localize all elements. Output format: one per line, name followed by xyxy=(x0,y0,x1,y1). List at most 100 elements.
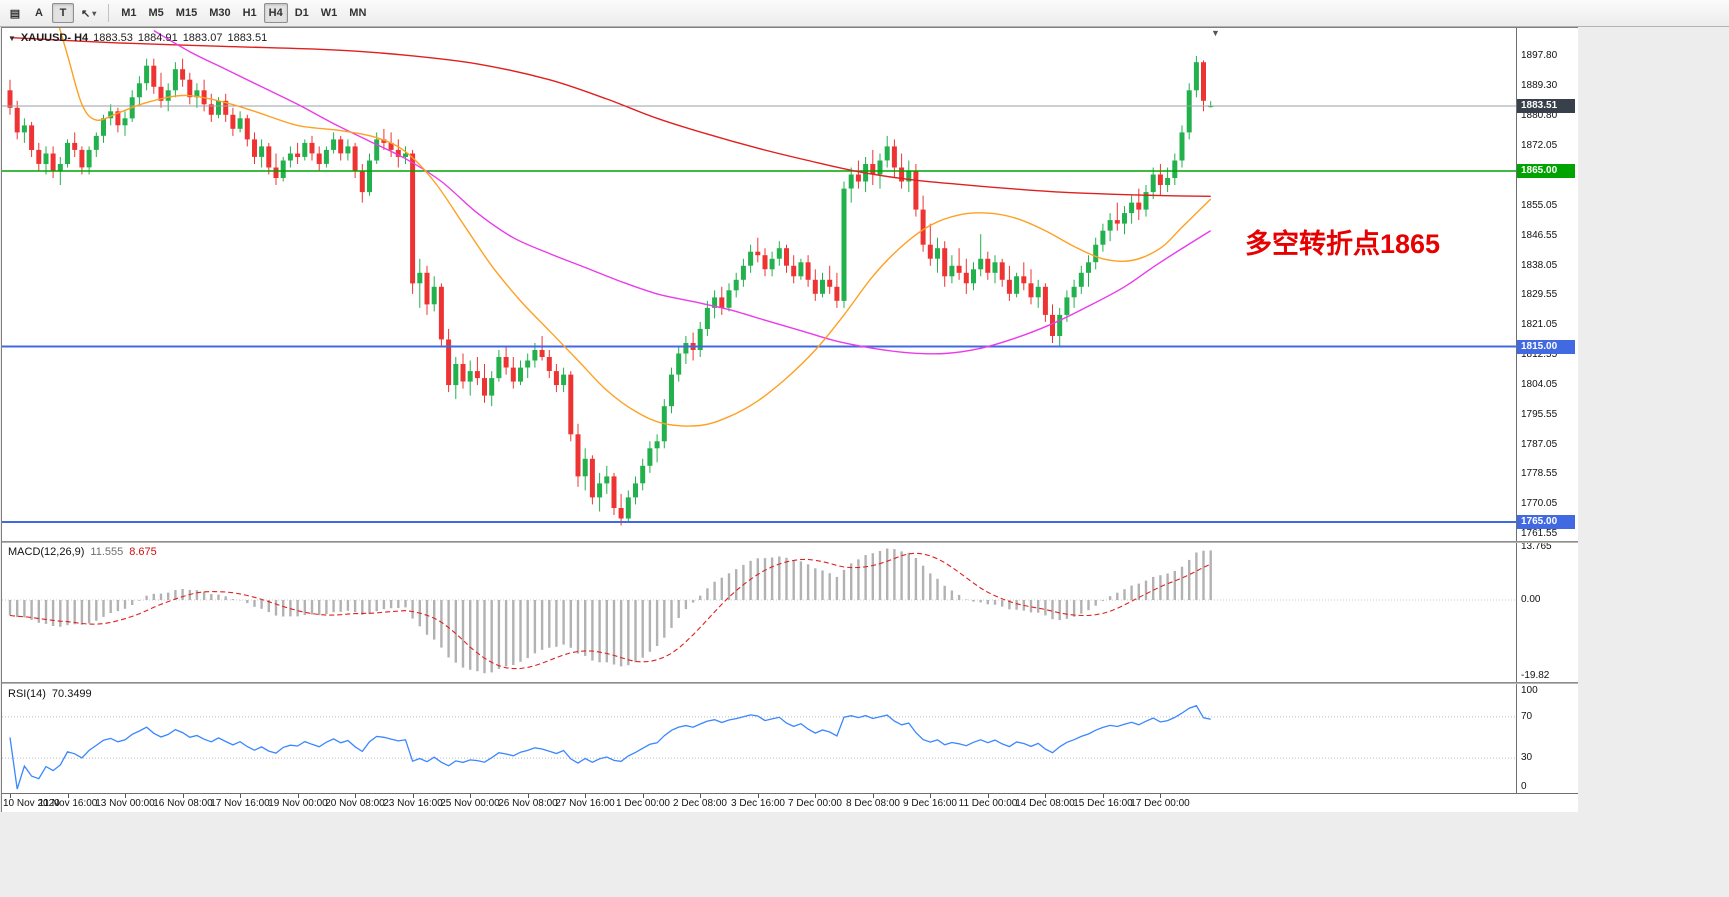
timeframe-button-d1[interactable]: D1 xyxy=(290,3,314,23)
macd-value: 11.555 xyxy=(90,546,124,558)
time-axis-label: 11 Nov 16:00 xyxy=(38,798,98,809)
macd-name: MACD(12,26,9) xyxy=(8,546,85,558)
pane-splitter-rsi[interactable] xyxy=(2,682,1578,684)
price-axis-label: 1761.55 xyxy=(1521,528,1558,539)
time-axis-tick xyxy=(585,794,586,798)
price-axis-label: 1829.55 xyxy=(1521,289,1558,300)
chart-annotation-text: 多空转折点1865 xyxy=(1245,229,1441,259)
timeframe-button-m1[interactable]: M1 xyxy=(116,3,141,23)
timeframe-button-h4[interactable]: H4 xyxy=(263,3,288,23)
time-axis-label: 26 Nov 08:00 xyxy=(498,798,558,809)
high-value: 1884.91 xyxy=(137,32,178,44)
time-axis-tick xyxy=(988,794,989,798)
time-axis-tick xyxy=(240,794,241,798)
time-axis-label: 25 Nov 00:00 xyxy=(440,798,500,809)
arrow-tool-icon: ↖ xyxy=(81,7,91,20)
text-tool-button[interactable]: T xyxy=(52,3,74,23)
time-axis-tick xyxy=(643,794,644,798)
time-axis-tick xyxy=(873,794,874,798)
time-axis-tick xyxy=(125,794,126,798)
open-value: 1883.53 xyxy=(93,32,133,44)
time-axis-label: 16 Nov 08:00 xyxy=(153,798,213,809)
pane-splitter-macd[interactable] xyxy=(2,541,1578,543)
rsi-axis-label: 0 xyxy=(1521,781,1527,792)
timeframe-button-m5[interactable]: M5 xyxy=(144,3,169,23)
annotation-tool-button[interactable]: A xyxy=(28,3,50,23)
rsi-indicator-label: RSI(14) 70.3499 xyxy=(8,688,92,700)
time-axis-tick xyxy=(68,794,69,798)
time-axis-label: 2 Dec 08:00 xyxy=(673,798,727,809)
close-value: 1883.51 xyxy=(227,32,268,44)
time-axis-label: 23 Nov 16:00 xyxy=(383,798,443,809)
macd-indicator-label: MACD(12,26,9) 11.555 8.675 xyxy=(8,546,157,558)
rsi-axis-label: 70 xyxy=(1521,711,1533,722)
price-axis-label: 1897.80 xyxy=(1521,50,1558,61)
time-axis-tick xyxy=(10,794,11,798)
charts-list-button[interactable]: ▤ xyxy=(4,3,26,23)
time-axis-label: 19 Nov 00:00 xyxy=(268,798,328,809)
price-axis-label: 1889.30 xyxy=(1521,80,1558,91)
chart-ohlc-title: ▼ XAUUSD- H4 1883.53 1884.91 1883.07 188… xyxy=(8,32,267,44)
price-axis-label: 1795.55 xyxy=(1521,409,1558,420)
support-line-1815-badge: 1815.00 xyxy=(1517,340,1575,354)
rsi-name: RSI(14) xyxy=(8,688,46,700)
chevron-down-icon: ▾ xyxy=(92,8,97,18)
timeframe-button-mn[interactable]: MN xyxy=(344,3,371,23)
rsi-axis-label: 100 xyxy=(1521,685,1538,696)
ma-fast-orange xyxy=(58,28,1212,427)
time-axis-label: 20 Nov 08:00 xyxy=(325,798,385,809)
chart-background xyxy=(1,27,1578,812)
time-axis-tick xyxy=(413,794,414,798)
timeframe-button-m15[interactable]: M15 xyxy=(171,3,202,23)
price-axis-label: 1770.05 xyxy=(1521,498,1558,509)
ma-slow-red xyxy=(9,36,1211,197)
time-axis-label: 27 Nov 16:00 xyxy=(555,798,615,809)
ma-mid-magenta xyxy=(153,29,1212,355)
timeframe-button-w1[interactable]: W1 xyxy=(316,3,343,23)
time-axis-tick xyxy=(528,794,529,798)
time-axis-tick xyxy=(1045,794,1046,798)
timeframe-button-m30[interactable]: M30 xyxy=(204,3,235,23)
toolbar: ▤ A T ↖ ▾ M1 M5 M15 M30 H1 H4 D1 W1 MN xyxy=(0,0,1729,27)
price-axis-label: 1812.55 xyxy=(1521,349,1558,360)
time-axis-tick xyxy=(1160,794,1161,798)
price-axis-label: 1880.80 xyxy=(1521,110,1558,121)
time-axis-label: 10 Nov 2020 xyxy=(3,798,60,809)
price-chart-canvas[interactable] xyxy=(2,28,1516,793)
charts-list-icon: ▤ xyxy=(9,7,21,20)
time-axis-label: 17 Dec 00:00 xyxy=(1130,798,1190,809)
price-axis-border xyxy=(1516,28,1517,793)
time-axis-tick xyxy=(183,794,184,798)
draw-tool-button[interactable]: ↖ ▾ xyxy=(76,3,101,23)
time-axis-tick xyxy=(470,794,471,798)
time-axis-label: 15 Dec 16:00 xyxy=(1073,798,1133,809)
time-axis-label: 7 Dec 00:00 xyxy=(788,798,842,809)
time-axis[interactable]: 10 Nov 2020 11 Nov 16:00 13 Nov 00:00 16 No… xyxy=(2,793,1578,811)
time-axis-tick xyxy=(758,794,759,798)
chart-shift-marker-icon[interactable]: ▼ xyxy=(1211,28,1220,38)
time-axis-tick xyxy=(930,794,931,798)
time-axis-label: 13 Nov 00:00 xyxy=(95,798,155,809)
price-axis-label: 1778.55 xyxy=(1521,468,1558,479)
time-axis-label: 1 Dec 00:00 xyxy=(616,798,670,809)
symbol-label: XAUUSD- H4 xyxy=(20,32,89,44)
rsi-value: 70.3499 xyxy=(51,688,92,700)
timeframe-toolbar: M1 M5 M15 M30 H1 H4 D1 W1 MN xyxy=(116,3,371,23)
price-axis-label: 1846.55 xyxy=(1521,230,1558,241)
time-axis-label: 3 Dec 16:00 xyxy=(731,798,785,809)
macd-axis-label: -19.82 xyxy=(1521,670,1550,681)
price-axis[interactable]: 1897.801889.301880.801872.051863.551855.… xyxy=(1517,28,1578,793)
rsi-axis-label: 30 xyxy=(1521,752,1533,763)
time-axis-tick xyxy=(298,794,299,798)
time-axis-label: 8 Dec 08:00 xyxy=(846,798,900,809)
time-axis-label: 14 Dec 08:00 xyxy=(1015,798,1075,809)
macd-axis-label: 0.00 xyxy=(1521,594,1541,605)
timeframe-button-h1[interactable]: H1 xyxy=(238,3,262,23)
price-axis-label: 1855.05 xyxy=(1521,200,1558,211)
time-axis-tick xyxy=(815,794,816,798)
macd-signal-value: 8.675 xyxy=(129,546,157,558)
current-price-line-badge: 1883.51 xyxy=(1517,99,1575,113)
low-value: 1883.07 xyxy=(182,32,223,44)
price-axis-label: 1838.05 xyxy=(1521,260,1558,271)
